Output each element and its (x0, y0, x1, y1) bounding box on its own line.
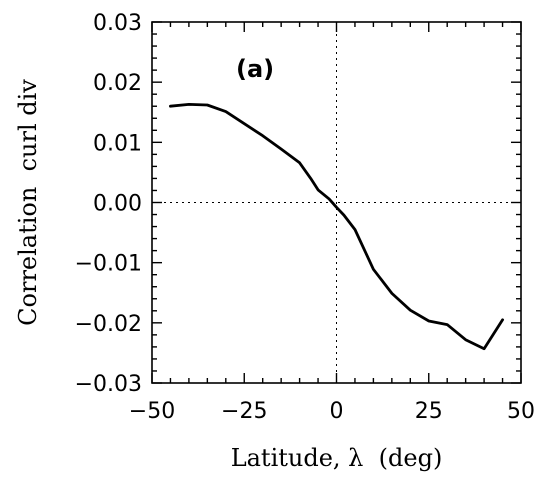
x-tick-label: 0 (330, 399, 344, 424)
y-tick-label: 0.02 (93, 71, 142, 96)
x-tick-label: 50 (507, 399, 535, 424)
y-tick-label: −0.02 (75, 312, 142, 337)
y-axis-title: Correlation curl div (14, 79, 42, 326)
y-tick-label: 0.01 (93, 131, 142, 156)
series-line (168, 103, 505, 351)
y-tick-label: −0.03 (75, 372, 142, 397)
x-tick-label: 25 (415, 399, 443, 424)
x-tick-label: −50 (129, 399, 175, 424)
y-tick-label: −0.01 (75, 252, 142, 277)
y-tick-label: 0.00 (93, 192, 142, 217)
y-tick-label: 0.03 (93, 11, 142, 36)
x-axis-title: Latitude, λ (deg) (231, 444, 443, 472)
x-tick-label: −25 (221, 399, 267, 424)
panel-label: (a) (236, 55, 274, 83)
